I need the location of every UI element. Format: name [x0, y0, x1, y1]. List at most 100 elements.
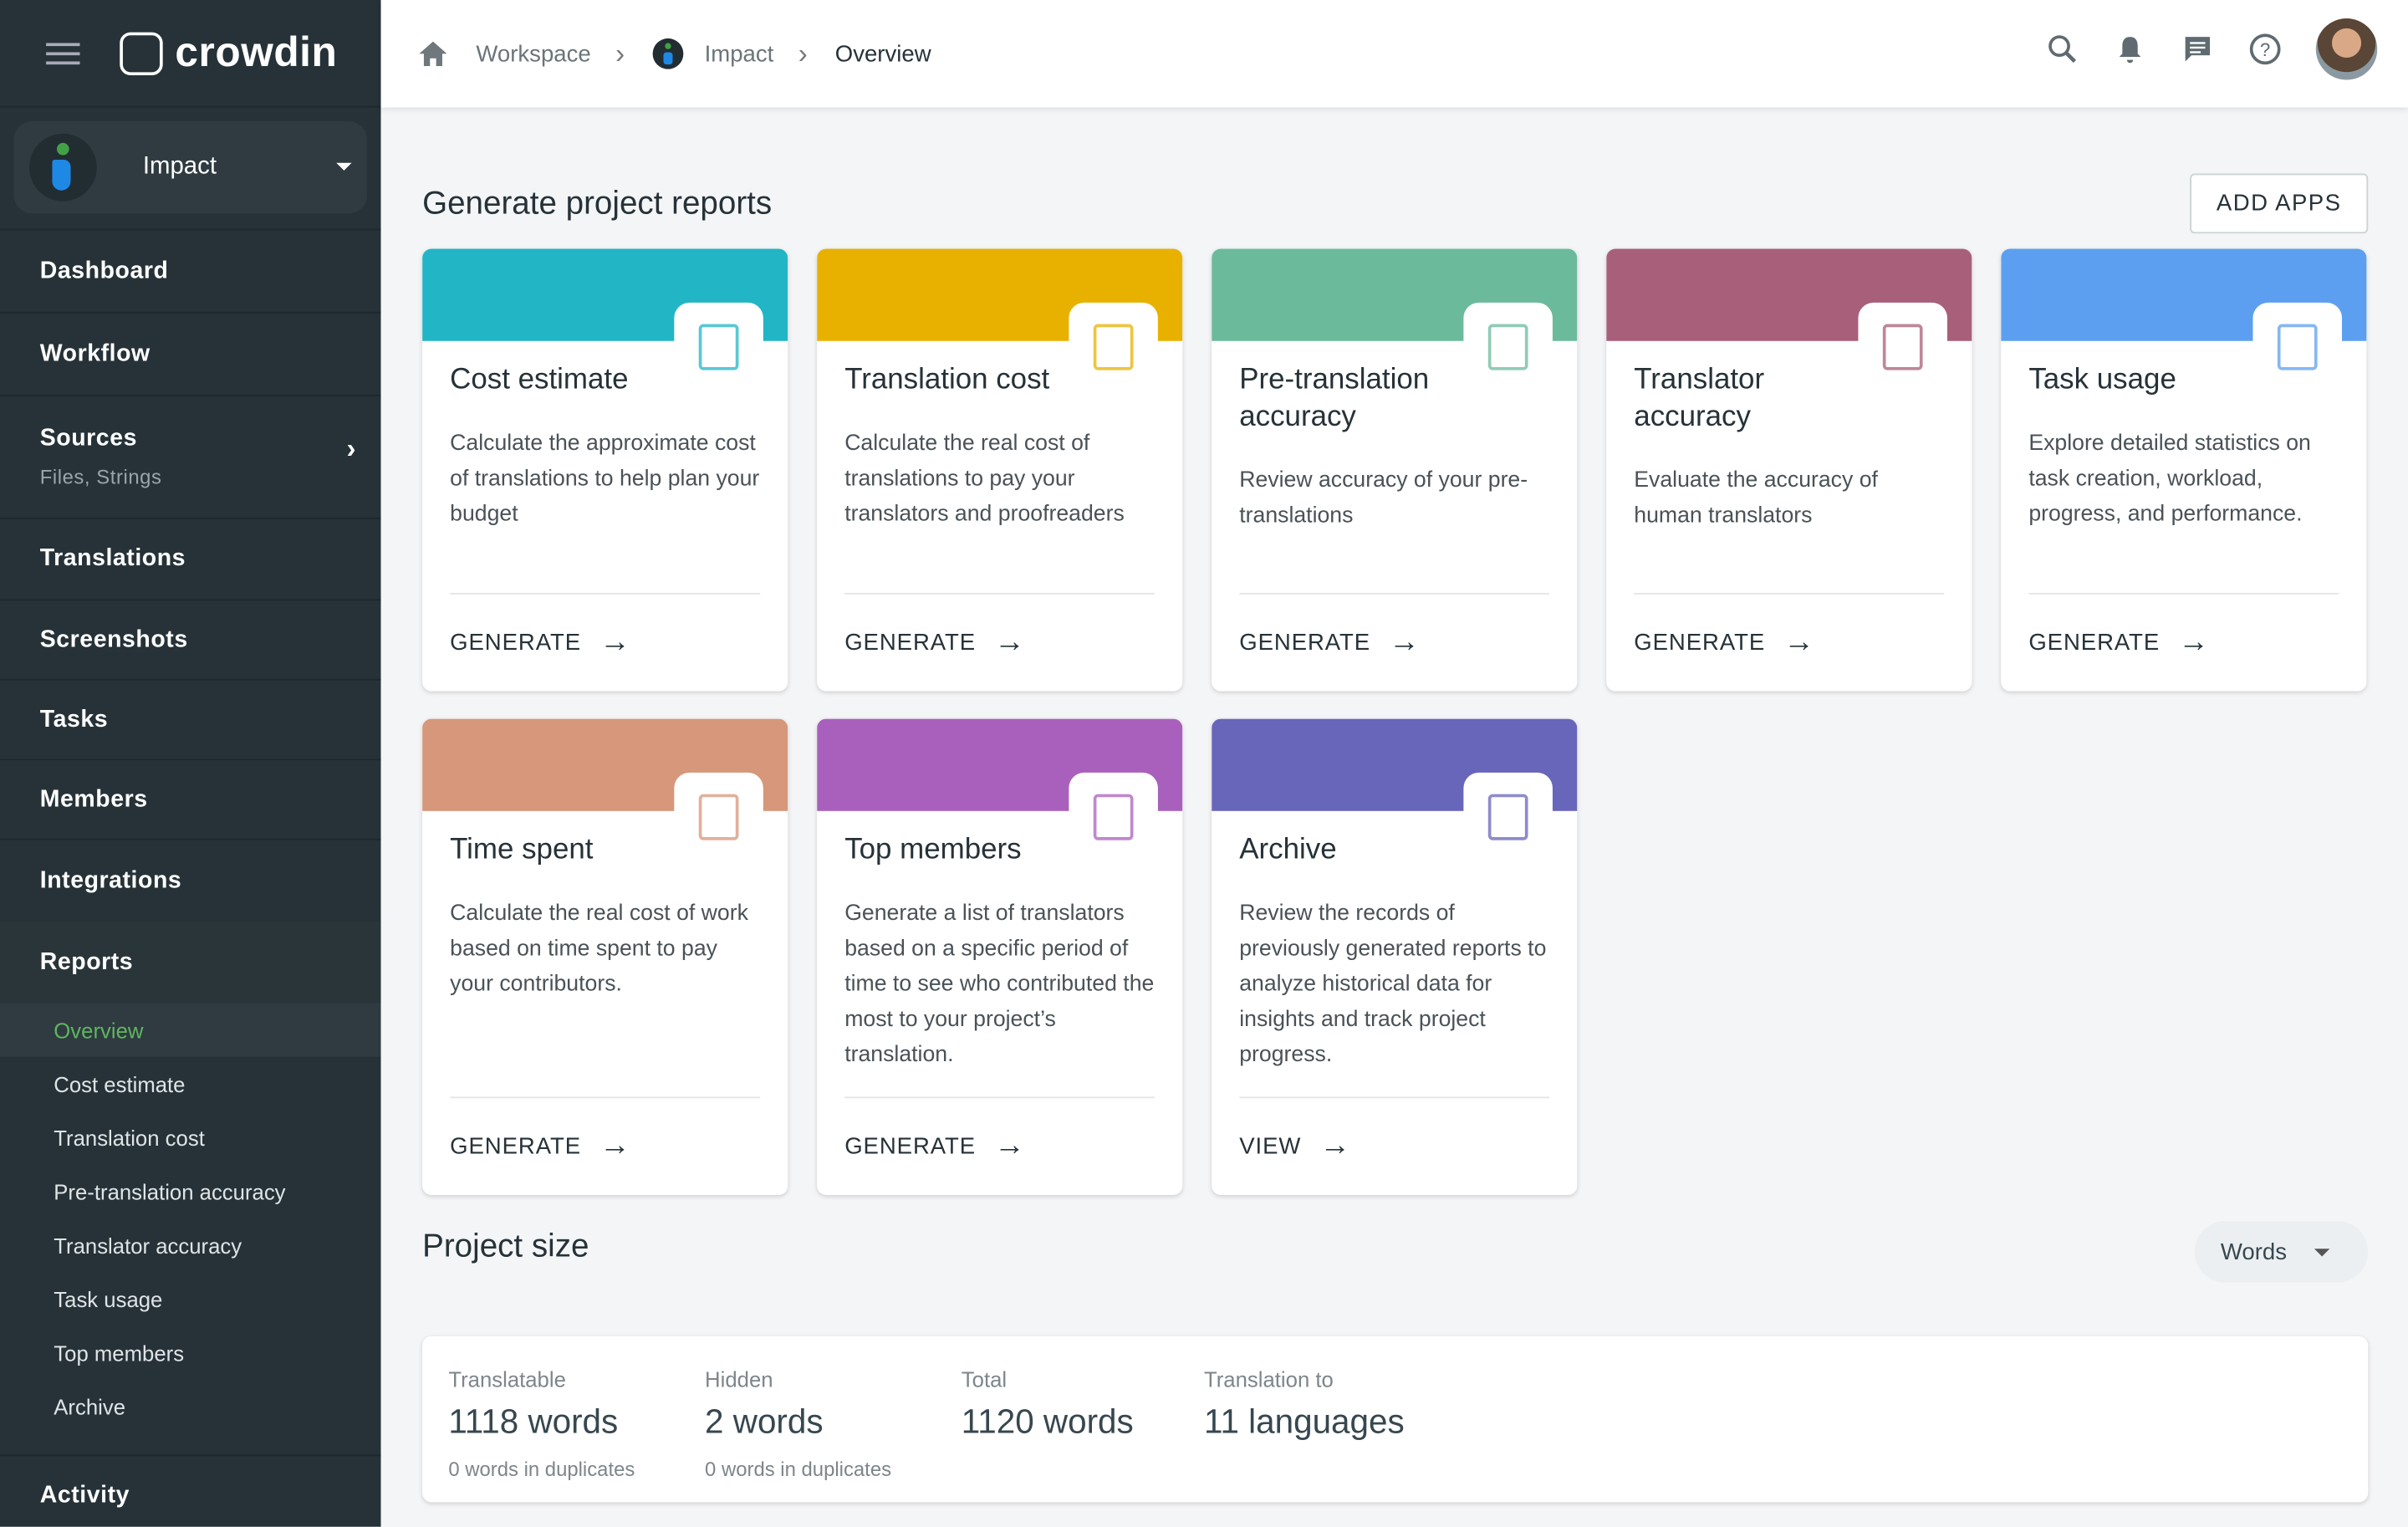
card-description: Calculate the real cost of work based on… [450, 901, 748, 998]
home-icon[interactable] [418, 38, 449, 69]
arrow-right-icon: → [1319, 1128, 1352, 1163]
bell-icon[interactable] [2113, 33, 2146, 66]
stat-hidden: Hidden 2 words 0 words in duplicates [705, 1367, 891, 1481]
report-card-pre-translation-accuracy: Pre-translation accuracy Review accuracy… [1212, 248, 1578, 692]
stat-label: Hidden [705, 1366, 773, 1392]
arrow-right-icon: → [994, 1128, 1026, 1163]
sidebar-item-workflow[interactable]: Workflow [0, 311, 381, 395]
generate-button[interactable]: GENERATE → [2028, 592, 2339, 692]
sidebar-item-label: Activity [39, 1481, 130, 1508]
sidebar-subitem-overview[interactable]: Overview [0, 1003, 381, 1057]
project-size-panel: Translatable 1118 words 0 words in duplica… [422, 1335, 2369, 1503]
crowdin-logo-icon [120, 31, 163, 75]
arrow-right-icon: → [1783, 625, 1815, 659]
chat-icon[interactable] [2181, 33, 2214, 66]
stat-label: Translatable [448, 1366, 566, 1392]
card-description: Calculate the real cost of translations … [844, 432, 1125, 527]
sidebar-item-label: Translations [39, 545, 186, 572]
sidebar-subitem-translation-cost[interactable]: Translation cost [54, 1125, 205, 1150]
sidebar-item-screenshots[interactable]: Screenshots [0, 599, 381, 679]
card-description: Generate a list of translators based on … [844, 901, 1155, 1068]
action-label: VIEW [1239, 1133, 1302, 1160]
card-title: Translator accuracy [1634, 364, 1765, 433]
report-card-archive: Archive Review the records of previously… [1212, 718, 1578, 1195]
sidebar-item-label: Dashboard [39, 257, 169, 283]
menu-icon[interactable] [46, 42, 80, 64]
project-icon [652, 38, 683, 69]
add-apps-button[interactable]: ADD APPS [2190, 173, 2369, 234]
sidebar-item-label: Members [39, 785, 148, 812]
sidebar-item-reports[interactable]: Reports [0, 922, 381, 1003]
generate-button[interactable]: GENERATE → [844, 592, 1156, 692]
unit-select-value: Words [2220, 1238, 2288, 1265]
action-label: GENERATE [2028, 630, 2161, 656]
generate-button[interactable]: GENERATE → [1239, 592, 1550, 692]
generate-button[interactable]: GENERATE → [1634, 592, 1945, 692]
pre-translation-accuracy-icon [1463, 302, 1553, 392]
sidebar-item-label: Reports [39, 948, 134, 975]
card-description: Calculate the approximate cost of transl… [450, 432, 760, 527]
help-icon[interactable]: ? [2248, 33, 2282, 66]
arrow-right-icon: → [994, 625, 1026, 659]
sidebar-item-dashboard[interactable]: Dashboard [0, 228, 381, 312]
card-description: Explore detailed statistics on task crea… [2028, 432, 2311, 527]
sidebar-subitem-translator-accuracy[interactable]: Translator accuracy [54, 1232, 242, 1258]
report-card-translation-cost: Translation cost Calculate the real cost… [817, 248, 1183, 692]
unit-select[interactable]: Words [2194, 1221, 2369, 1283]
arrow-right-icon: → [1389, 625, 1421, 659]
stat-label: Total [961, 1366, 1008, 1392]
action-label: GENERATE [1239, 630, 1371, 656]
report-card-top-members: Top members Generate a list of translato… [817, 718, 1183, 1195]
breadcrumb-overview: Overview [834, 40, 931, 67]
stat-value: 1118 words [448, 1402, 619, 1441]
generate-button[interactable]: GENERATE → [450, 1096, 761, 1195]
archive-icon [1463, 772, 1553, 862]
translator-accuracy-icon [1858, 302, 1947, 392]
action-label: GENERATE [844, 630, 977, 656]
action-label: GENERATE [1634, 630, 1766, 656]
view-button[interactable]: VIEW → [1239, 1096, 1550, 1195]
sidebar-item-tasks[interactable]: Tasks [0, 678, 381, 759]
sidebar-subitem-pre-translation-accuracy[interactable]: Pre-translation accuracy [54, 1178, 286, 1204]
section-title: Generate project reports [422, 186, 773, 222]
chevron-right-icon: › [798, 37, 808, 69]
stat-sub: 0 words in duplicates [448, 1458, 635, 1481]
sidebar-item-integrations[interactable]: Integrations [0, 838, 381, 922]
logo[interactable]: crowdin [175, 28, 338, 75]
report-card-cost-estimate: Cost estimate Calculate the approximate … [422, 248, 788, 692]
sidebar-item-label: Integrations [39, 866, 182, 894]
arrow-right-icon: → [599, 1128, 631, 1163]
action-label: GENERATE [450, 630, 582, 656]
avatar[interactable] [2315, 18, 2378, 80]
card-description: Evaluate the accuracy of human translato… [1634, 468, 1878, 529]
arrow-right-icon: → [599, 625, 631, 659]
sidebar-item-translations[interactable]: Translations [0, 517, 381, 599]
sidebar-item-members[interactable]: Members [0, 758, 381, 839]
breadcrumb-impact[interactable]: Impact [704, 40, 774, 67]
translation-cost-icon [1069, 302, 1158, 392]
task-usage-icon [2252, 302, 2343, 392]
sidebar-subitem-top-members[interactable]: Top members [54, 1340, 185, 1365]
time-spent-icon [674, 772, 763, 862]
breadcrumb-workspace[interactable]: Workspace [476, 40, 591, 67]
report-card-task-usage: Task usage Explore detailed statistics o… [2001, 248, 2367, 692]
generate-button[interactable]: GENERATE → [450, 592, 761, 692]
cost-estimate-icon [674, 302, 763, 392]
stat-total: Total 1120 words [962, 1367, 1134, 1443]
sidebar-item-activity[interactable]: Activity [0, 1454, 381, 1527]
sidebar-item-sources[interactable]: Sources Files, Strings › [0, 395, 381, 518]
sidebar-subitem-archive[interactable]: Archive [54, 1393, 126, 1419]
sidebar: crowdin Impact Dashboard Workflow Source… [0, 0, 381, 1527]
stat-value: 1120 words [961, 1402, 1134, 1441]
sidebar-subitem-cost-estimate[interactable]: Cost estimate [54, 1071, 186, 1096]
report-card-time-spent: Time spent Calculate the real cost of wo… [422, 718, 788, 1195]
report-card-translator-accuracy: Translator accuracy Evaluate the accurac… [1606, 248, 1972, 692]
project-selector[interactable]: Impact [13, 121, 367, 214]
generate-button[interactable]: GENERATE → [844, 1096, 1156, 1195]
search-icon[interactable] [2046, 33, 2079, 66]
caret-down-icon [336, 162, 352, 178]
project-icon [28, 133, 97, 202]
sidebar-subitem-task-usage[interactable]: Task usage [54, 1286, 163, 1311]
action-label: GENERATE [450, 1133, 582, 1160]
card-title: Task usage [2028, 364, 2176, 396]
